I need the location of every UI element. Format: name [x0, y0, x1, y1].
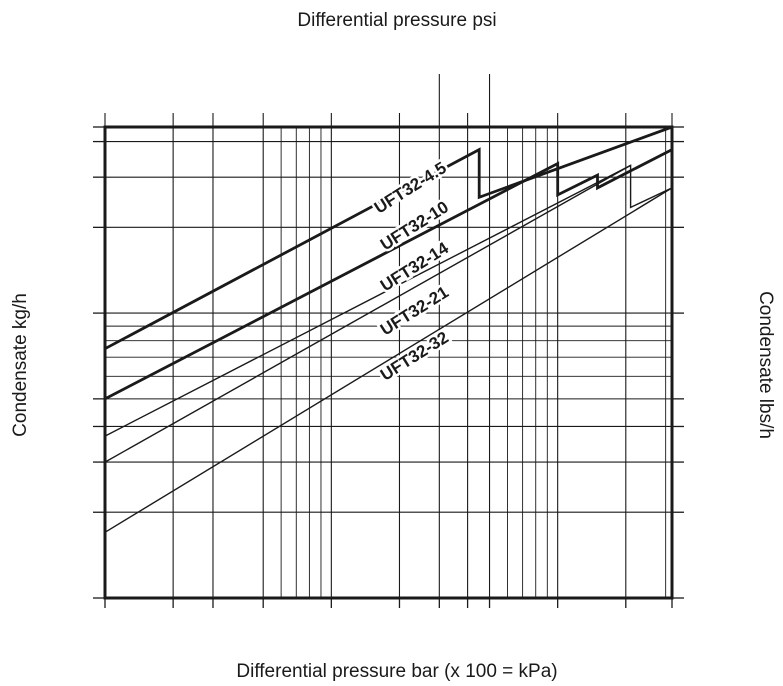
plot-frame: [103, 125, 674, 600]
series-line-uft32-21: [104, 164, 631, 463]
y2-axis-title: Condensate lbs/h: [755, 291, 776, 439]
curve-labels: UFT32-4.5UFT32-10UFT32-14UFT32-21UFT32-3…: [368, 156, 455, 387]
series-layer: [104, 125, 673, 533]
x2-axis-title: Differential pressure psi: [297, 10, 496, 31]
minor-grid: [105, 127, 672, 598]
series-line-uft32-32: [104, 187, 673, 533]
ticks-layer: [93, 74, 684, 608]
series-line-uft32-14: [104, 164, 673, 437]
series-line-uft32-10: [104, 148, 673, 401]
series-line-uft32-4-5: [104, 125, 673, 350]
y-axis-title: Condensate kg/h: [10, 293, 31, 437]
x-axis-title: Differential pressure bar (x 100 = kPa): [236, 661, 557, 682]
